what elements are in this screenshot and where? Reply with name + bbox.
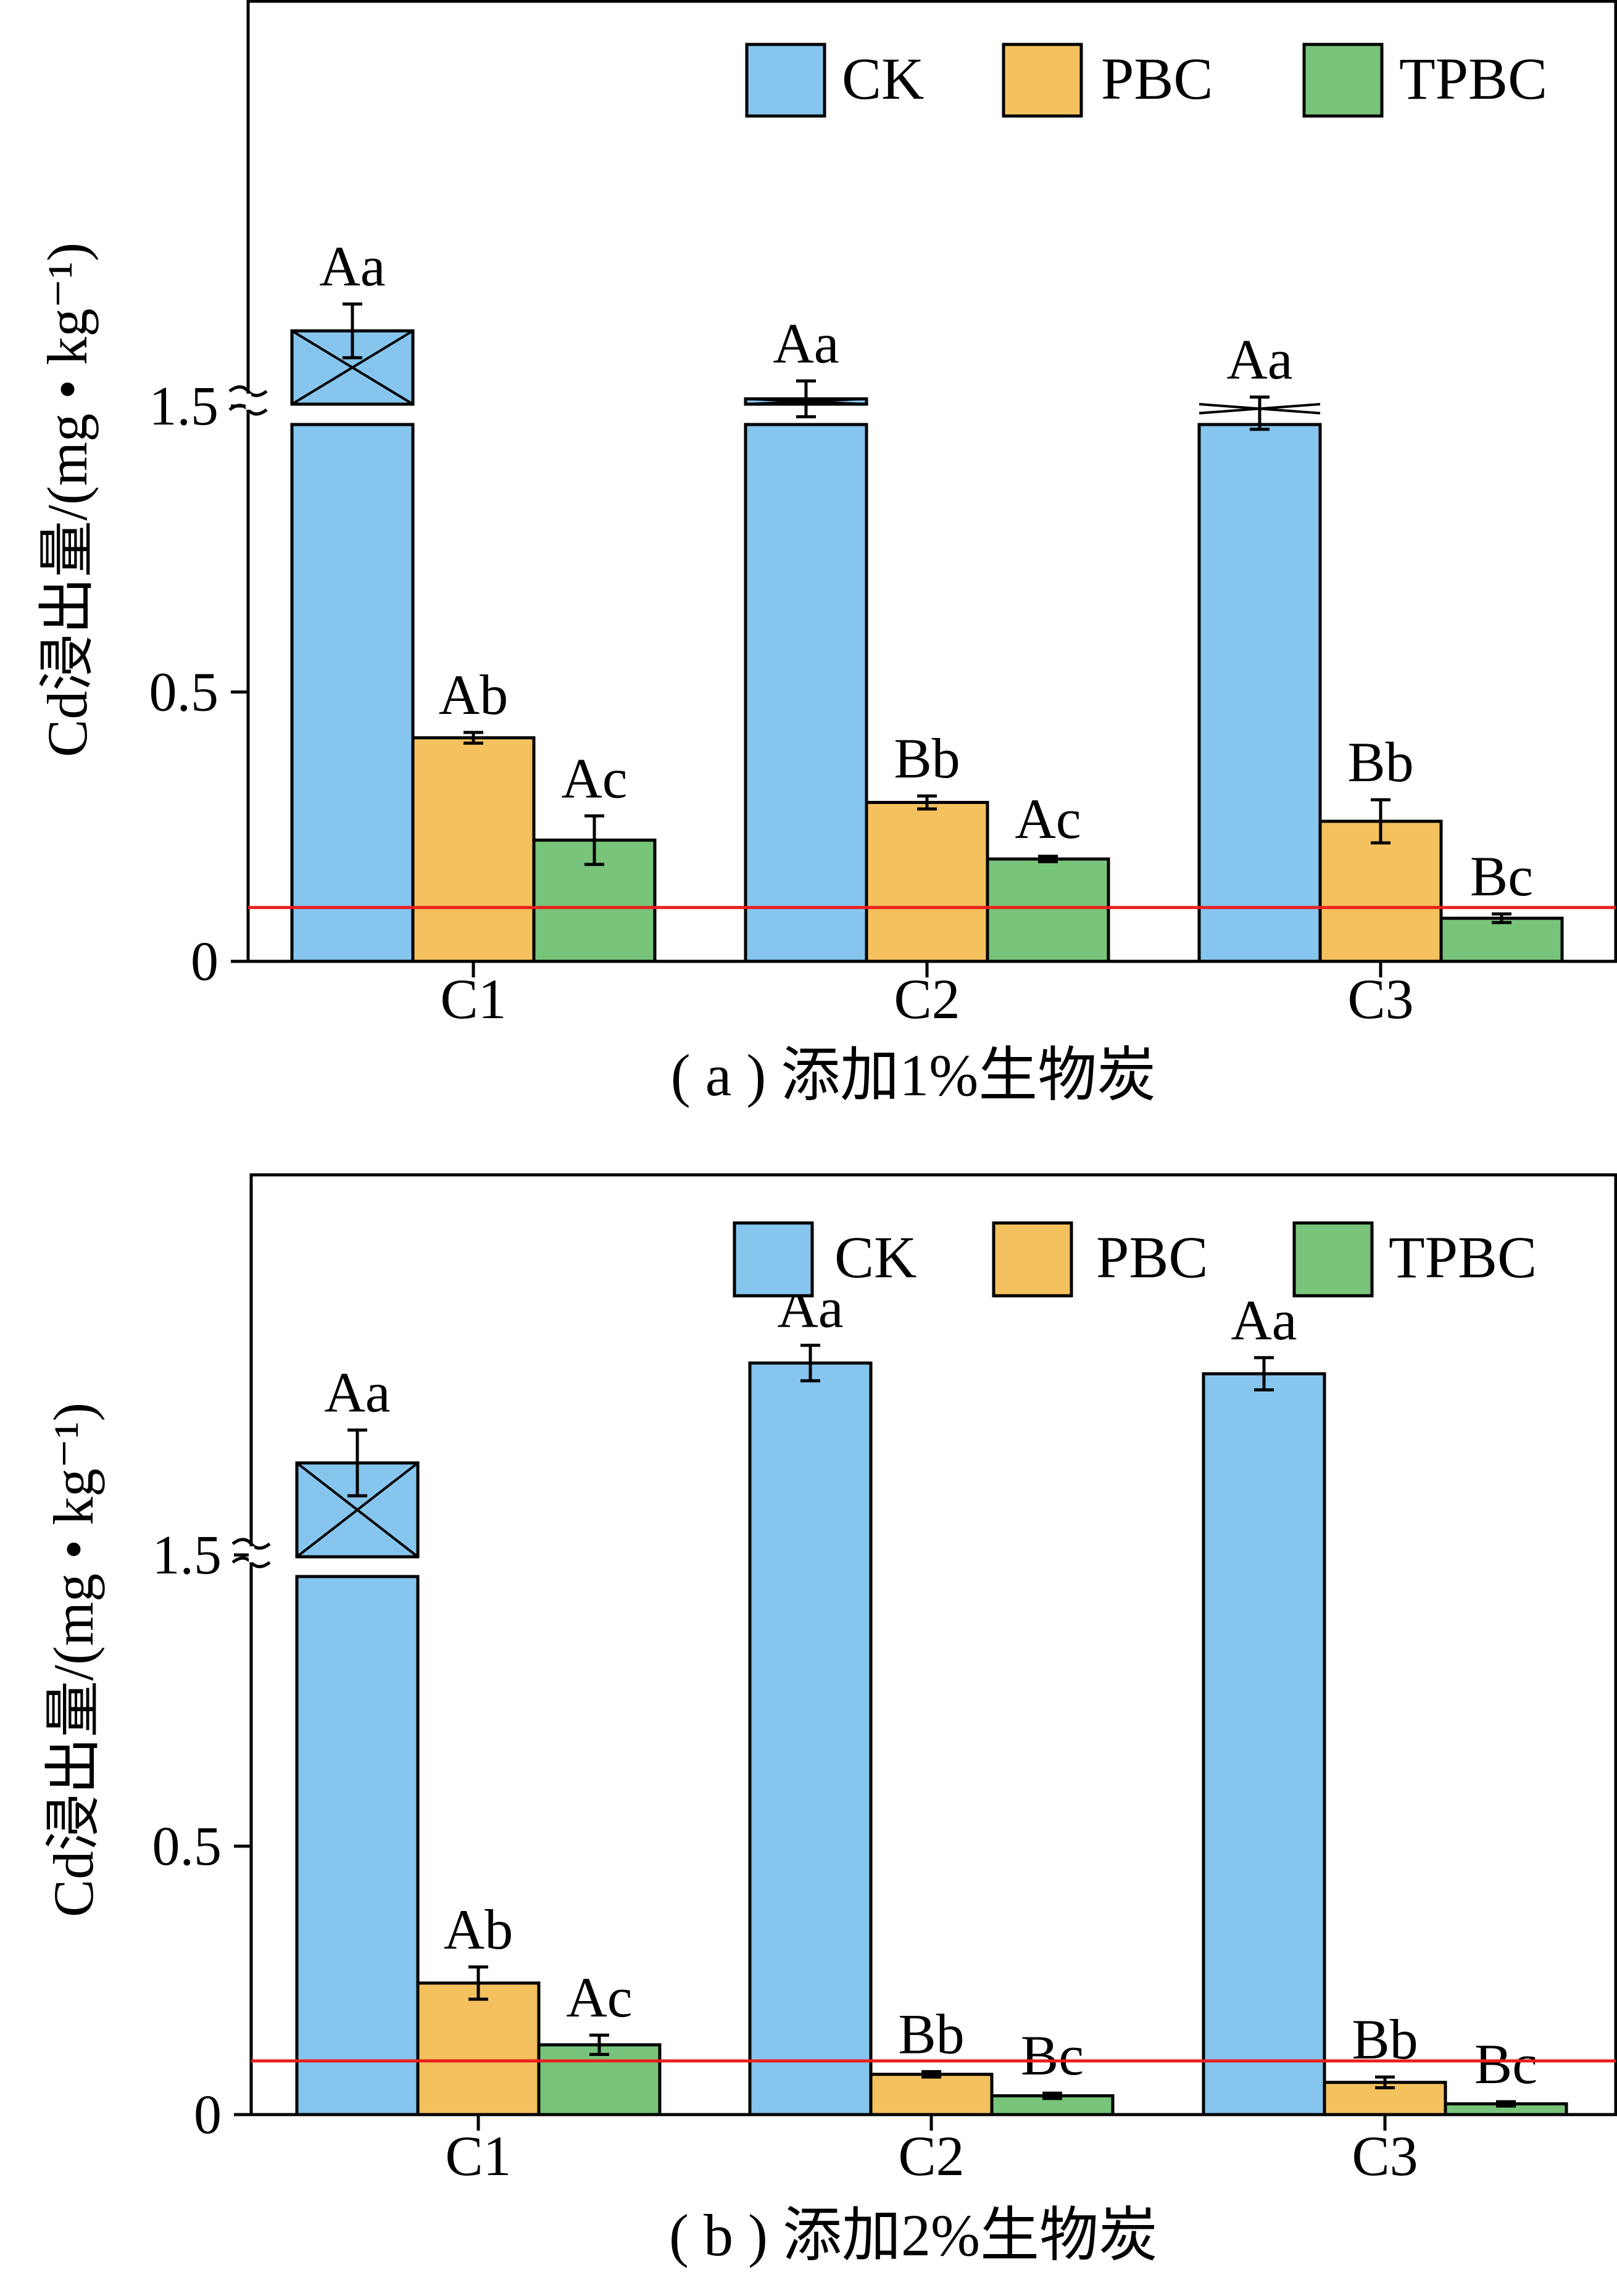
bar-tpbc-c3 <box>1439 916 1564 963</box>
bar-ck-c3 <box>1197 423 1322 963</box>
significance-label: Bc <box>1021 2024 1084 2087</box>
legend-swatch-tpbc <box>1292 1221 1374 1298</box>
bar-ck-c2 <box>744 423 868 963</box>
y-axis-label: Cd浸出量/(mg • kg⁻¹) <box>36 242 99 757</box>
y-tick-label: 0 <box>194 2084 222 2145</box>
significance-label: Aa <box>1226 328 1292 391</box>
bar-tpbc-c2 <box>986 857 1110 963</box>
significance-label: Ab <box>439 663 508 726</box>
bar-break-cross <box>291 329 414 405</box>
significance-label: Bb <box>898 2002 964 2065</box>
bar-ck-c1 <box>295 1575 420 2116</box>
significance-label: Ab <box>444 1898 513 1961</box>
significance-label: Ac <box>566 1966 632 2029</box>
panel-caption: ( b ) 添加2%生物炭 <box>669 2202 1158 2268</box>
significance-label: Ac <box>561 747 627 810</box>
x-tick-label: C3 <box>1347 968 1413 1030</box>
legend-label-ck: CK <box>842 46 924 112</box>
significance-label: Aa <box>324 1361 390 1424</box>
y-tick-label: 0 <box>191 931 218 992</box>
bar-ck-c1 <box>290 423 415 963</box>
significance-label: Aa <box>773 312 839 375</box>
significance-label: Bc <box>1474 2033 1537 2095</box>
axis-break-mark <box>228 385 268 397</box>
bar-pbc-c1 <box>411 736 536 963</box>
significance-label: Aa <box>1231 1288 1297 1351</box>
legend-label-pbc: PBC <box>1101 46 1213 112</box>
legend-swatch-tpbc <box>1302 43 1384 118</box>
legend-swatch-pbc <box>992 1221 1073 1298</box>
y-tick-label: 0.5 <box>149 662 219 723</box>
legend-label-tpbc: TPBC <box>1389 1224 1537 1290</box>
bar-break-cross <box>296 1462 419 1558</box>
panel-caption: ( a ) 添加1%生物炭 <box>671 1042 1157 1108</box>
x-tick-label: C3 <box>1352 2124 1418 2187</box>
x-tick-label: C1 <box>440 968 506 1030</box>
significance-label: Aa <box>319 235 385 298</box>
axis-break-gap <box>246 394 251 410</box>
significance-label: Bb <box>1347 731 1413 794</box>
x-tick-label: C1 <box>445 2124 511 2187</box>
legend-swatch-pbc <box>1002 43 1083 118</box>
legend-swatch-ck <box>745 43 826 118</box>
y-axis-label: Cd浸出量/(mg • kg⁻¹) <box>42 1403 105 1917</box>
y-tick-label: 1.5 <box>149 376 219 437</box>
bar-ck-c3 <box>1202 1372 1326 2116</box>
y-tick-label: 0.5 <box>152 1816 222 1877</box>
axis-break-gap <box>249 1546 254 1562</box>
significance-label: Ac <box>1015 787 1081 850</box>
y-tick-label: 1.5 <box>152 1525 222 1586</box>
bar-pbc-c3 <box>1318 819 1443 963</box>
legend-label-tpbc: TPBC <box>1399 46 1547 112</box>
legend-swatch-ck <box>733 1221 814 1298</box>
chart-panel-1: 0 0.5 1.5 Cd浸出量/(mg • kg⁻¹) Aa Aa Aa Ab Bb Bb Ac Ac… <box>36 0 1617 1108</box>
significance-label: Bb <box>894 727 960 790</box>
x-tick-label: C2 <box>898 2124 964 2187</box>
legend-label-pbc: PBC <box>1096 1224 1208 1290</box>
plot-frame <box>249 1173 1617 2116</box>
bar-pbc-c2 <box>869 2073 994 2116</box>
bar-pbc-c2 <box>865 800 989 963</box>
bar-pbc-c1 <box>416 1981 541 2116</box>
significance-label: Bc <box>1470 845 1533 908</box>
bar-pbc-c3 <box>1323 2081 1447 2116</box>
legend-label-ck: CK <box>834 1224 917 1290</box>
axis-break-mark <box>231 1538 271 1550</box>
x-tick-label: C2 <box>894 968 960 1030</box>
bar-ck-c2 <box>748 1361 873 2116</box>
